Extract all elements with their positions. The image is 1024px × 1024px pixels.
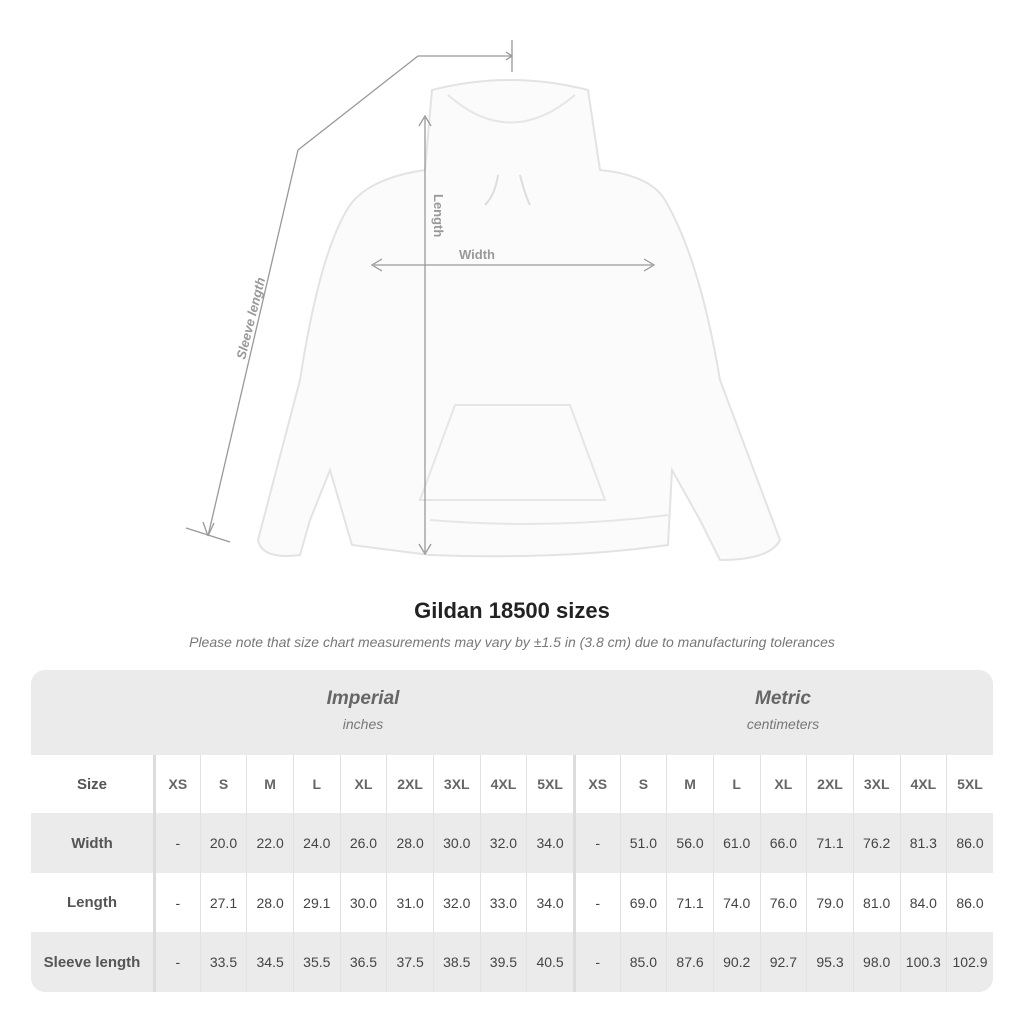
tolerance-note: Please note that size chart measurements… (189, 634, 835, 650)
table-cell: 85.0 (619, 932, 667, 992)
table-cell: 37.5 (386, 932, 433, 992)
table-cell: 86.0 (946, 873, 993, 932)
table-cell: S (619, 755, 667, 813)
table-cell: - (153, 932, 200, 992)
table-cell: 28.0 (246, 873, 293, 932)
table-cell: 66.0 (759, 813, 807, 873)
table-cell: 87.6 (666, 932, 713, 992)
row-label: Size (76, 775, 107, 793)
table-cell: XL (759, 755, 807, 813)
table-cell: 5XL (526, 755, 573, 813)
group-header (31, 670, 993, 755)
size-header-row: Size XS S M L XL 2XL 3XL 4XL 5XL XS S M L XL 2XL 3XL 4XL 5… (31, 755, 993, 813)
table-cell: M (666, 755, 713, 813)
table-cell: 81.3 (899, 813, 947, 873)
imperial-title: Imperial (326, 688, 400, 709)
table-cell: 36.5 (339, 932, 387, 992)
table-cell: 34.5 (246, 932, 293, 992)
table-cell: 33.0 (479, 873, 527, 932)
table-cell: - (572, 873, 620, 932)
table-cell: 86.0 (946, 813, 993, 873)
table-cell: 32.0 (432, 873, 480, 932)
imperial-header: Imperial inches (153, 688, 573, 732)
table-cell: 35.5 (292, 932, 340, 992)
table-cell: 40.5 (526, 932, 573, 992)
hoodie-illustration: Sleeve length Length Width (185, 40, 782, 562)
table-cell: 31.0 (386, 873, 433, 932)
table-cell: 30.0 (339, 873, 387, 932)
table-cell: 56.0 (666, 813, 713, 873)
table-cell: - (572, 813, 620, 873)
table-cell: 38.5 (432, 932, 480, 992)
table-cell: 92.7 (759, 932, 807, 992)
table-cell: 4XL (899, 755, 947, 813)
table-cell: L (292, 755, 340, 813)
table-cell: 69.0 (619, 873, 667, 932)
table-cell: 30.0 (432, 813, 480, 873)
table-cell: 29.1 (292, 873, 340, 932)
table-cell: 95.3 (806, 932, 853, 992)
table-cell: 20.0 (199, 813, 247, 873)
table-cell: 51.0 (619, 813, 667, 873)
width-label: Width (459, 247, 495, 262)
imperial-unit: inches (342, 716, 384, 732)
size-table: Imperial inches Metric centimeters Size X… (31, 670, 993, 992)
table-cell: 102.9 (946, 932, 993, 992)
sleeve-length-label: Sleeve length (233, 276, 268, 361)
table-row: Width -20.0 22.0 24.0 26.0 28.0 30.0 32.0 34.0-5… (31, 813, 993, 873)
table-cell: 79.0 (806, 873, 853, 932)
table-cell: XS (572, 755, 620, 813)
table-row: Length -27.1 28.0 29.1 30.0 31.0 32.0 33.0 34.0-… (31, 873, 993, 932)
table-cell: - (153, 813, 200, 873)
hoodie-image (256, 79, 782, 562)
table-cell: 2XL (386, 755, 433, 813)
table-cell: M (246, 755, 293, 813)
table-cell: - (153, 873, 200, 932)
table-cell: 2XL (806, 755, 853, 813)
table-cell: 84.0 (899, 873, 947, 932)
table-cell: 3XL (852, 755, 900, 813)
row-label: Width (71, 834, 113, 852)
metric-header: Metric centimeters (573, 688, 993, 732)
table-cell: 5XL (946, 755, 993, 813)
table-cell: 71.1 (666, 873, 713, 932)
measurement-lines (185, 40, 656, 556)
table-cell: L (712, 755, 760, 813)
table-cell: S (199, 755, 247, 813)
table-cell: 32.0 (479, 813, 527, 873)
length-label: Length (431, 194, 446, 237)
table-cell: 28.0 (386, 813, 433, 873)
page-title: Gildan 18500 sizes (414, 598, 610, 623)
table-cell: - (572, 932, 620, 992)
table-cell: 90.2 (712, 932, 760, 992)
table-cell: 26.0 (339, 813, 387, 873)
table-cell: XS (153, 755, 200, 813)
table-cell: 76.2 (852, 813, 900, 873)
table-cell: 34.0 (526, 873, 573, 932)
table-cell: 22.0 (246, 813, 293, 873)
table-cell: 100.3 (899, 932, 947, 992)
table-cell: 3XL (432, 755, 480, 813)
table-cell: 4XL (479, 755, 527, 813)
metric-unit: centimeters (746, 716, 820, 732)
table-row: Sleeve length -33.5 34.5 35.5 36.5 37.5 38.5 39… (31, 932, 993, 992)
table-cell: 76.0 (759, 873, 807, 932)
table-cell: 34.0 (526, 813, 573, 873)
metric-title: Metric (755, 688, 811, 709)
table-cell: 98.0 (852, 932, 900, 992)
table-cell: 61.0 (712, 813, 760, 873)
table-cell: XL (339, 755, 387, 813)
table-cell: 27.1 (199, 873, 247, 932)
row-label: Sleeve length (43, 953, 141, 971)
table-cell: 71.1 (806, 813, 853, 873)
table-cell: 24.0 (292, 813, 340, 873)
row-label: Length (67, 894, 117, 911)
table-cell: 81.0 (852, 873, 900, 932)
table-cell: 39.5 (479, 932, 527, 992)
table-cell: 74.0 (712, 873, 760, 932)
table-cell: 33.5 (199, 932, 247, 992)
